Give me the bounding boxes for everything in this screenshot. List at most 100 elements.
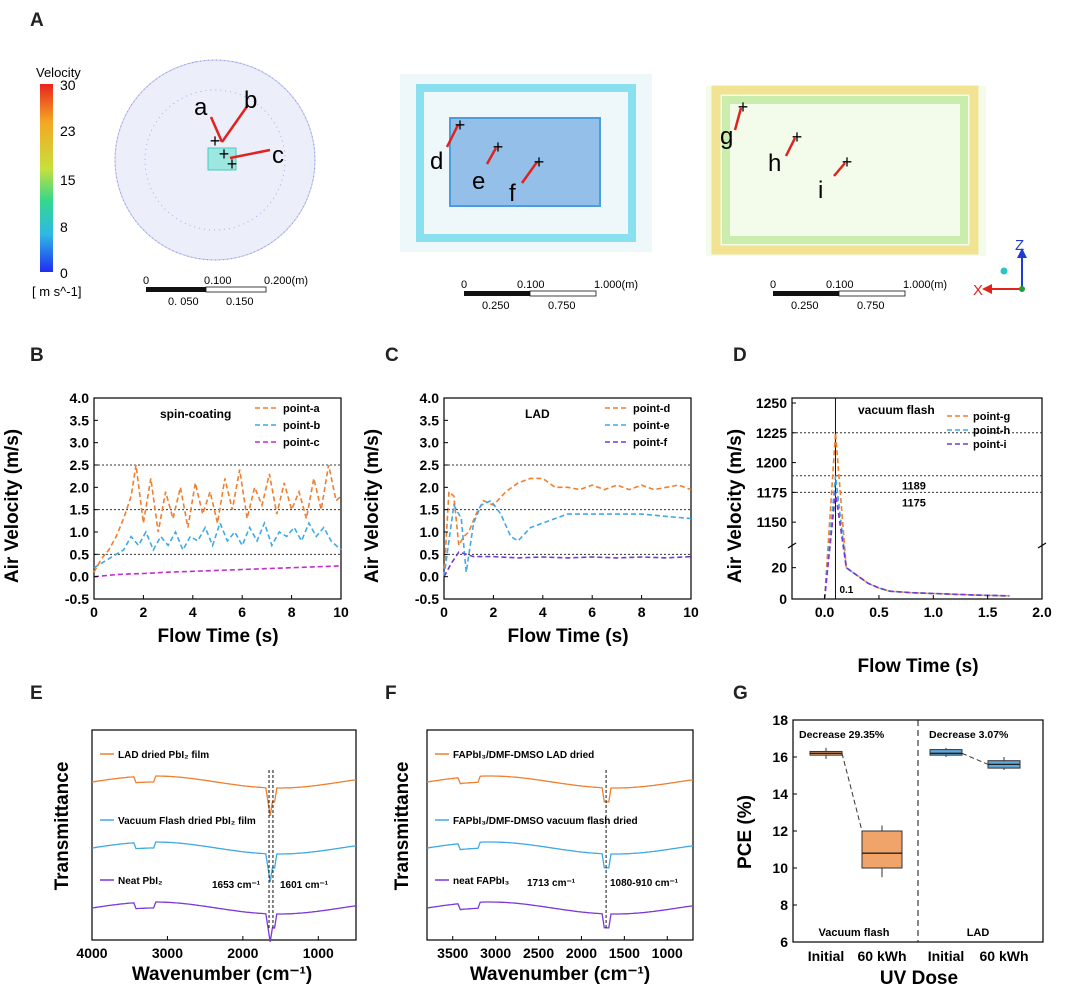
series-line-point-f <box>443 551 692 578</box>
x-category-label: Initial <box>928 948 965 964</box>
probe-cross-b: + <box>219 144 230 164</box>
legend-entry: point-e <box>633 420 670 432</box>
y-axis-dot <box>1000 267 1008 275</box>
x-tick-label: 1500 <box>609 945 640 961</box>
scale-tick: 0 <box>143 275 149 287</box>
spectrum-legend-label: Vacuum Flash dried PbI₂ film <box>118 816 256 827</box>
chart-g-ylabel: PCE (%) <box>735 795 756 869</box>
x-axis-label: X <box>973 282 983 299</box>
spin-disc-vectors-inner <box>144 89 286 231</box>
series-line-point-a <box>93 464 342 573</box>
scale-tick: 0 <box>461 279 467 291</box>
scale-tick: 0.250 <box>482 300 510 312</box>
y-tick-label: 16 <box>772 749 788 765</box>
scale-bar-segment <box>838 290 906 297</box>
x-tick-label: 3500 <box>437 945 468 961</box>
spectrum-legend-label: FAPbI₃/DMF-DMSO LAD dried <box>453 750 594 761</box>
probe-cross-i: + <box>842 152 853 172</box>
y-tick-label: 20 <box>771 560 787 576</box>
axis-break-mark <box>787 542 797 549</box>
y-tick-label: 3.0 <box>420 435 440 451</box>
scale-tick: 0.750 <box>857 300 885 312</box>
x-tick-label: 1.0 <box>924 604 944 620</box>
panel-label-b: B <box>30 345 44 366</box>
x-category-label: Initial <box>808 948 845 964</box>
y-tick-label: 10 <box>772 860 788 876</box>
legend-entry: point-a <box>283 403 321 415</box>
x-tick-label: 6 <box>588 604 596 620</box>
x-tick-label: 2 <box>140 604 148 620</box>
spectrum-legend-label: LAD dried PbI₂ film <box>118 750 209 761</box>
arrow-d <box>445 124 460 148</box>
velocity-tick-15: 15 <box>60 172 76 188</box>
series-line-point-h <box>823 475 1010 600</box>
arrow-a <box>209 116 224 143</box>
x-tick-label: 0 <box>90 604 98 620</box>
point-label-g: g <box>720 123 733 150</box>
z-axis-arrowhead <box>1017 248 1027 258</box>
velocity-tick-30: 30 <box>60 77 76 93</box>
point-label-e: e <box>472 168 485 195</box>
y-tick-label: 4.0 <box>420 390 440 406</box>
point-label-c: c <box>272 142 284 169</box>
y-tick-label: 0.0 <box>70 569 90 585</box>
x-tick-label: 4 <box>539 604 547 620</box>
y-tick-label: 2.0 <box>70 479 90 495</box>
point-label-f: f <box>509 180 516 207</box>
x-category-label: 60 kWh <box>979 948 1028 964</box>
chart-d-plot-area <box>791 397 1043 600</box>
peak-annotation: 1653 cm⁻¹ <box>212 880 261 891</box>
spectrum-legend-label: Neat PbI₂ <box>118 876 162 887</box>
trend-line <box>961 752 989 765</box>
y-tick-label: 12 <box>772 823 788 839</box>
probe-cross-e: + <box>493 137 504 157</box>
series-line-point-b <box>93 520 342 569</box>
y-tick-label: 1.5 <box>420 502 440 518</box>
chart-c-plot-area <box>443 397 692 600</box>
scale-tick: 0. 050 <box>168 296 199 308</box>
legend-entry: point-g <box>973 411 1010 423</box>
flow-field-vacuum-flash: + + + g h i 0 0.100 1.000(m) 0.250 0.750 <box>706 85 986 312</box>
y-tick-label: 0 <box>779 591 787 607</box>
y-tick-label: 14 <box>772 786 788 802</box>
arrow-f <box>520 161 539 184</box>
chart-e: Transmittance LAD dried PbI₂ film Vacuum … <box>52 729 357 985</box>
scale-tick: 0.200(m) <box>264 275 308 287</box>
origin-dot <box>1019 286 1025 292</box>
x-tick-label: 0.0 <box>815 604 835 620</box>
decrease-annotation: Decrease 3.07% <box>929 729 1009 741</box>
x-tick-label: 6 <box>238 604 246 620</box>
y-tick-label: 1250 <box>756 395 787 411</box>
velocity-colorbar <box>40 84 53 272</box>
panel-label-c: C <box>385 345 399 366</box>
decrease-annotation: Decrease 29.35% <box>799 729 885 741</box>
y-tick-label: 2.0 <box>420 479 440 495</box>
x-tick-label: 2500 <box>523 945 554 961</box>
x-tick-label: 1000 <box>303 945 334 961</box>
velocity-legend: Velocity 30 23 15 8 0 [ m s^-1] <box>32 65 81 299</box>
y-tick-label: 2.5 <box>70 457 90 473</box>
y-tick-label: 1.5 <box>70 502 90 518</box>
y-tick-label: 3.0 <box>70 435 90 451</box>
y-tick-label: 1175 <box>757 484 788 500</box>
spectrum-trace <box>91 841 357 883</box>
scale-bar-segment <box>146 287 206 292</box>
scale-bar-segment <box>205 286 267 293</box>
y-tick-label: 18 <box>772 712 788 728</box>
spectrum-trace <box>91 775 357 817</box>
y-tick-label: 3.5 <box>70 412 90 428</box>
chart-g-xlabel: UV Dose <box>880 968 958 989</box>
y-tick-label: 1150 <box>757 514 788 530</box>
scale-tick: 1.000(m) <box>594 279 638 291</box>
scale-tick: 0.100 <box>826 279 854 291</box>
arrow-i <box>833 162 846 177</box>
chart-e-plot-area <box>91 729 357 941</box>
y-tick-label: 8 <box>780 897 788 913</box>
chart-f-xlabel: Wavenumber (cm⁻¹) <box>470 964 650 985</box>
group-label: Vacuum flash <box>819 927 890 939</box>
arrow-h <box>784 137 797 157</box>
arrow-b <box>220 104 250 143</box>
x-tick-label: 4 <box>189 604 197 620</box>
x-tick-label: 2.0 <box>1032 604 1052 620</box>
